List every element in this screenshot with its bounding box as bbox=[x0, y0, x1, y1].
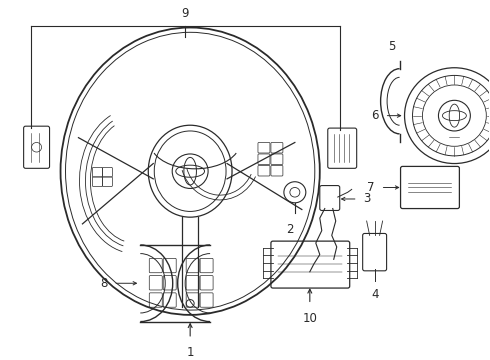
Text: 10: 10 bbox=[302, 312, 317, 325]
Text: 8: 8 bbox=[100, 277, 107, 290]
Text: 7: 7 bbox=[367, 181, 375, 194]
Text: 4: 4 bbox=[371, 288, 378, 301]
Text: 1: 1 bbox=[186, 346, 194, 360]
Text: 5: 5 bbox=[388, 40, 395, 53]
Text: 2: 2 bbox=[286, 223, 294, 236]
Text: 9: 9 bbox=[181, 7, 189, 20]
Text: 6: 6 bbox=[371, 109, 379, 122]
Text: 3: 3 bbox=[364, 193, 371, 206]
